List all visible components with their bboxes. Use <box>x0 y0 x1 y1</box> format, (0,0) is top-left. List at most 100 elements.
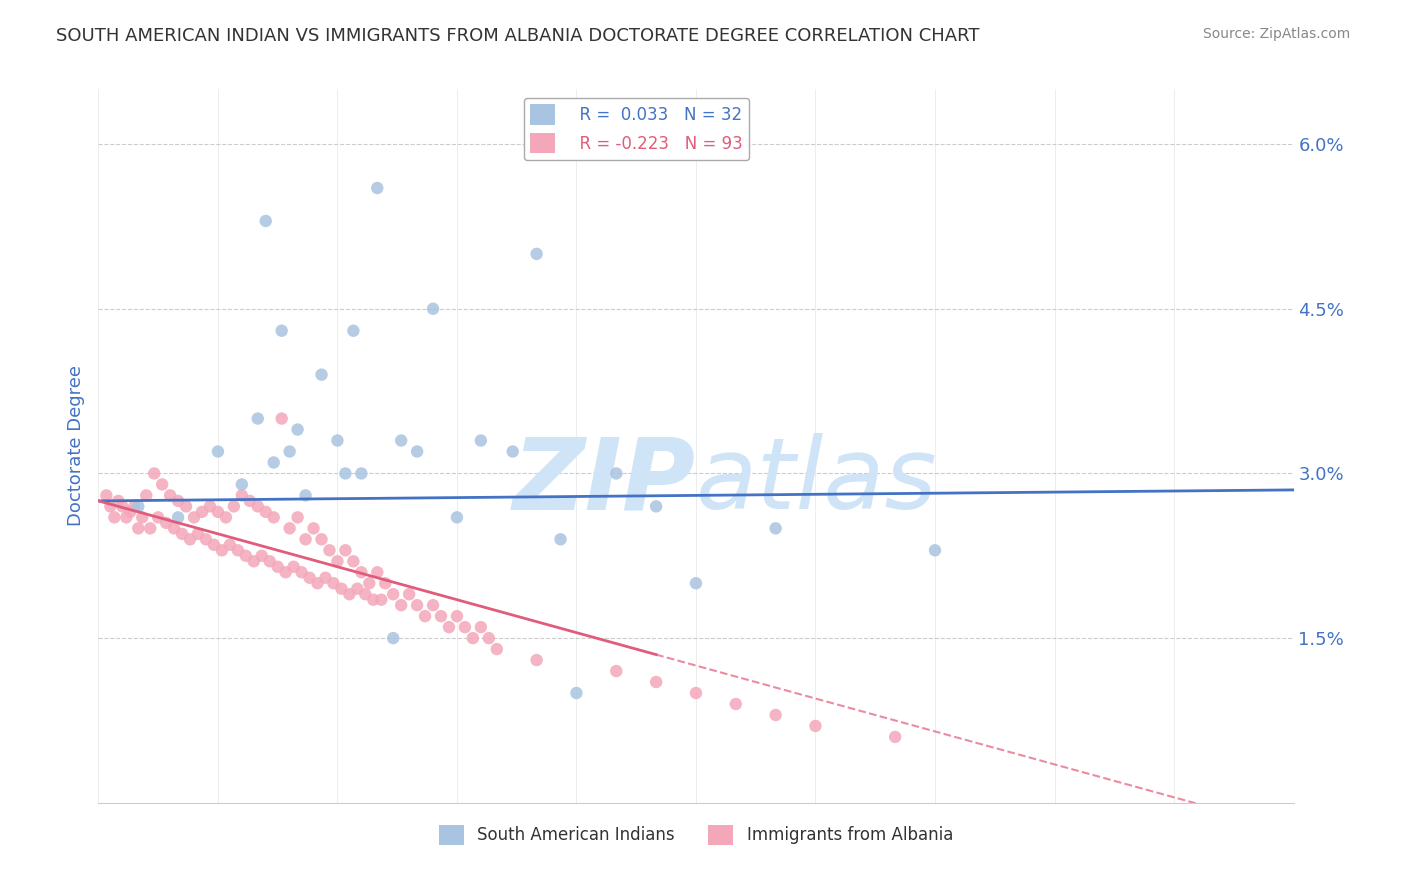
Point <box>342 324 364 338</box>
Point <box>422 598 444 612</box>
Point <box>98 500 122 514</box>
Point <box>924 543 946 558</box>
Point <box>267 559 290 574</box>
Point <box>207 444 229 458</box>
Point <box>339 587 361 601</box>
Point <box>270 411 292 425</box>
Point <box>263 455 285 469</box>
Point <box>454 620 477 634</box>
Point <box>565 686 588 700</box>
Point <box>605 467 627 481</box>
Point <box>274 566 297 580</box>
Text: ZIP: ZIP <box>513 434 696 530</box>
Point <box>226 543 249 558</box>
Point <box>131 510 153 524</box>
Point <box>502 444 524 458</box>
Point <box>215 510 238 524</box>
Point <box>294 488 316 502</box>
Point <box>406 444 429 458</box>
Point <box>322 576 344 591</box>
Point <box>231 477 253 491</box>
Point <box>179 533 201 547</box>
Point <box>389 434 412 448</box>
Point <box>202 538 225 552</box>
Point <box>287 423 309 437</box>
Point <box>307 576 329 591</box>
Point <box>470 434 492 448</box>
Point <box>645 675 668 690</box>
Point <box>724 697 747 711</box>
Point <box>287 510 309 524</box>
Point <box>191 505 214 519</box>
Point <box>354 587 377 601</box>
Point <box>167 494 190 508</box>
Point <box>406 598 429 612</box>
Point <box>291 566 314 580</box>
Point <box>335 543 357 558</box>
Point <box>155 516 177 530</box>
Point <box>246 500 269 514</box>
Point <box>342 554 364 568</box>
Point <box>150 477 173 491</box>
Point <box>148 510 170 524</box>
Point <box>461 631 484 645</box>
Point <box>605 664 627 678</box>
Point <box>382 631 405 645</box>
Point <box>187 526 209 541</box>
Point <box>363 592 385 607</box>
Legend: South American Indians, Immigrants from Albania: South American Indians, Immigrants from … <box>432 818 960 852</box>
Point <box>346 582 368 596</box>
Point <box>389 598 412 612</box>
Point <box>163 521 186 535</box>
Point <box>120 505 142 519</box>
Point <box>183 510 205 524</box>
Point <box>446 609 468 624</box>
Point <box>398 587 420 601</box>
Point <box>311 368 333 382</box>
Point <box>235 549 257 563</box>
Point <box>174 500 197 514</box>
Point <box>167 510 190 524</box>
Point <box>526 653 548 667</box>
Point <box>124 500 146 514</box>
Point <box>254 214 277 228</box>
Point <box>526 247 548 261</box>
Point <box>231 488 253 502</box>
Point <box>159 488 181 502</box>
Point <box>359 576 381 591</box>
Point <box>294 533 316 547</box>
Point <box>350 467 373 481</box>
Point <box>259 554 281 568</box>
Point <box>302 521 325 535</box>
Point <box>195 533 218 547</box>
Point <box>283 559 305 574</box>
Point <box>172 526 194 541</box>
Point <box>884 730 907 744</box>
Point <box>298 571 321 585</box>
Point <box>135 488 157 502</box>
Point <box>254 505 277 519</box>
Point <box>765 708 787 723</box>
Point <box>143 467 166 481</box>
Point <box>366 181 388 195</box>
Point <box>804 719 827 733</box>
Point <box>278 521 301 535</box>
Point <box>278 444 301 458</box>
Point <box>413 609 436 624</box>
Point <box>222 500 245 514</box>
Point <box>430 609 453 624</box>
Point <box>107 494 129 508</box>
Point <box>243 554 266 568</box>
Point <box>335 467 357 481</box>
Point <box>366 566 388 580</box>
Point <box>446 510 468 524</box>
Point <box>263 510 285 524</box>
Text: SOUTH AMERICAN INDIAN VS IMMIGRANTS FROM ALBANIA DOCTORATE DEGREE CORRELATION CH: SOUTH AMERICAN INDIAN VS IMMIGRANTS FROM… <box>56 27 980 45</box>
Point <box>382 587 405 601</box>
Point <box>239 494 262 508</box>
Point <box>250 549 273 563</box>
Point <box>685 686 707 700</box>
Point <box>330 582 353 596</box>
Point <box>139 521 162 535</box>
Point <box>127 521 149 535</box>
